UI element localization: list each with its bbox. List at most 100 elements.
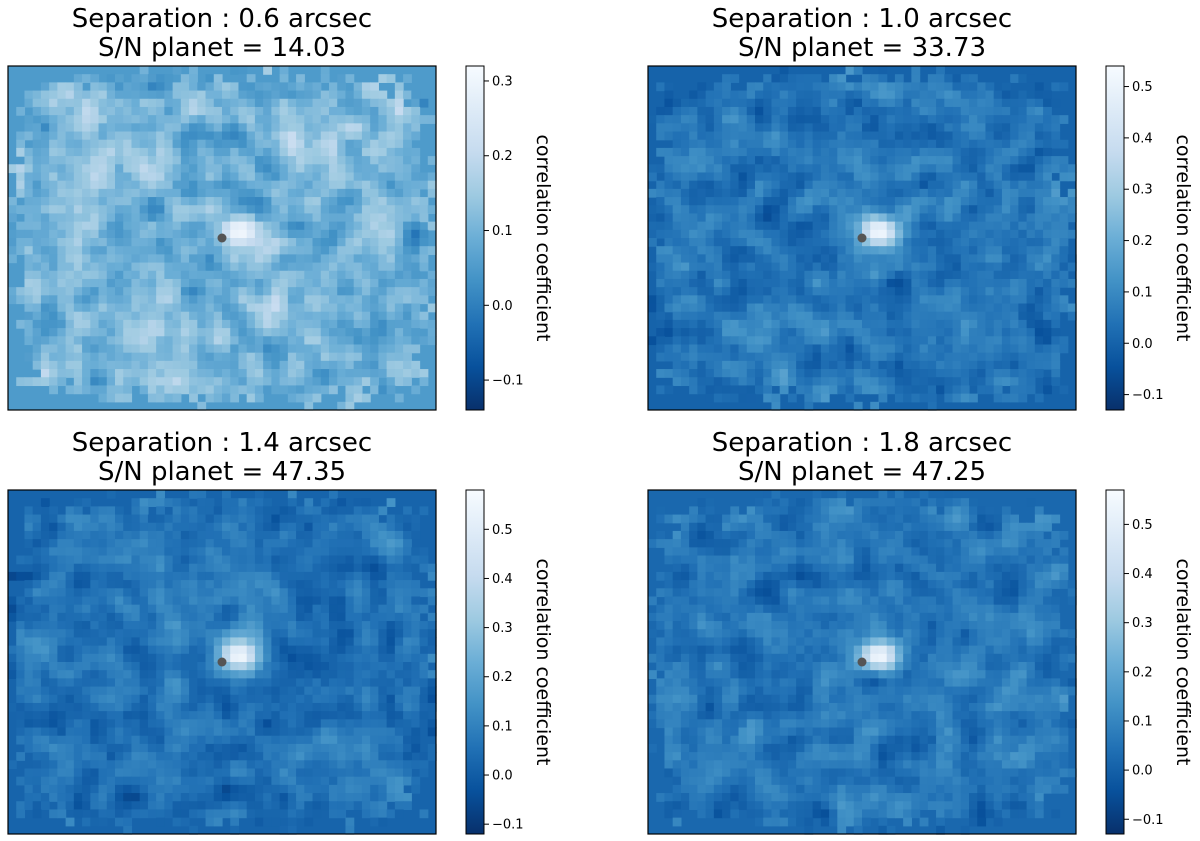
heatmap-cell <box>238 555 248 565</box>
heatmap-cell <box>287 678 297 688</box>
heatmap-cell <box>139 238 149 247</box>
heatmap-cell <box>24 580 34 589</box>
heatmap-cell <box>73 106 83 116</box>
heatmap-cell <box>664 115 674 124</box>
heatmap-cell <box>911 344 921 354</box>
heatmap-cell <box>32 377 42 387</box>
heatmap-cell <box>115 303 124 313</box>
heatmap-cell <box>713 164 723 174</box>
heatmap-cell <box>820 172 830 182</box>
heatmap-cell <box>812 311 822 321</box>
heatmap-cell <box>49 319 58 329</box>
heatmap-cell <box>164 123 174 133</box>
heatmap-cell <box>1026 328 1036 337</box>
heatmap-cell <box>894 131 904 141</box>
heatmap-cell <box>271 555 281 565</box>
heatmap-cell <box>106 213 116 223</box>
heatmap-cell <box>312 238 322 247</box>
heatmap-cell <box>90 539 100 548</box>
heatmap-cell <box>919 270 929 280</box>
heatmap-cell <box>147 205 157 215</box>
heatmap-cell <box>156 336 165 346</box>
heatmap-cell <box>222 670 231 679</box>
heatmap-cell <box>936 278 945 288</box>
heatmap-cell <box>279 229 289 239</box>
heatmap-cell <box>845 98 855 108</box>
heatmap-cell <box>263 213 272 223</box>
heatmap-cell <box>147 637 157 647</box>
heatmap-cell <box>329 377 338 387</box>
heatmap-cell <box>263 319 272 329</box>
heatmap-cell <box>705 278 715 288</box>
heatmap-cell <box>1018 262 1028 272</box>
heatmap-cell <box>49 514 58 524</box>
heatmap-cell <box>779 262 789 272</box>
heatmap-cell <box>672 98 682 108</box>
heatmap-cell <box>911 328 921 337</box>
heatmap-cell <box>1034 123 1044 133</box>
heatmap-cell <box>1018 287 1028 296</box>
heatmap-cell <box>1018 360 1028 370</box>
heatmap-cell <box>65 262 75 272</box>
heatmap-cell <box>271 580 281 589</box>
heatmap-cell <box>804 295 814 305</box>
heatmap-cell <box>147 74 157 83</box>
heatmap-cell <box>919 106 929 116</box>
heatmap-cell <box>1001 221 1011 231</box>
heatmap-cell <box>189 547 198 557</box>
heatmap-cell <box>263 172 272 182</box>
heatmap-cell <box>361 514 371 524</box>
heatmap-cell <box>287 311 297 321</box>
heatmap-cell <box>246 229 256 239</box>
heatmap-cell <box>845 328 855 337</box>
heatmap-cell <box>944 303 954 313</box>
heatmap-cell <box>164 555 174 565</box>
heatmap-cell <box>82 238 91 247</box>
heatmap-cell <box>73 98 83 108</box>
heatmap-cell <box>106 98 116 108</box>
heatmap-cell <box>8 612 17 622</box>
heatmap-cell <box>680 311 690 321</box>
heatmap-cell <box>680 221 690 231</box>
heatmap-cell <box>180 90 190 100</box>
heatmap-cell <box>944 278 954 288</box>
heatmap-cell <box>829 123 838 133</box>
heatmap-cell <box>353 645 363 655</box>
heatmap-cell <box>361 522 371 532</box>
heatmap-cell <box>680 303 690 313</box>
heatmap-cell <box>246 213 256 223</box>
heatmap-cell <box>787 270 797 280</box>
heatmap-cell <box>106 82 116 92</box>
heatmap-cell <box>139 580 149 589</box>
heatmap-cell <box>337 530 347 540</box>
heatmap-cell <box>394 629 404 639</box>
heatmap-cell <box>936 229 945 239</box>
heatmap-cell <box>287 653 297 663</box>
heatmap-cell <box>246 180 256 190</box>
heatmap-cell <box>213 287 223 296</box>
heatmap-cell <box>271 547 281 557</box>
heatmap-cell <box>123 670 133 679</box>
heatmap-cell <box>213 254 223 264</box>
heatmap-cell <box>197 188 207 198</box>
heatmap-cell <box>386 514 396 524</box>
heatmap-cell <box>24 506 34 516</box>
heatmap-cell <box>656 123 666 133</box>
heatmap-cell <box>713 254 723 264</box>
heatmap-cell <box>205 530 215 540</box>
heatmap-cell <box>894 115 904 124</box>
heatmap-cell <box>1059 164 1069 174</box>
heatmap-cell <box>337 180 347 190</box>
heatmap-cell <box>656 319 666 329</box>
heatmap-cell <box>304 662 314 671</box>
heatmap-cell <box>820 164 830 174</box>
heatmap-cell <box>230 393 240 403</box>
heatmap-cell <box>263 547 272 557</box>
heatmap-cell <box>1018 229 1028 239</box>
heatmap-cell <box>911 90 921 100</box>
heatmap-cell <box>878 123 888 133</box>
heatmap-cell <box>370 238 379 247</box>
heatmap-cell <box>886 352 896 362</box>
heatmap-cell <box>147 197 157 206</box>
heatmap-cell <box>164 645 174 655</box>
